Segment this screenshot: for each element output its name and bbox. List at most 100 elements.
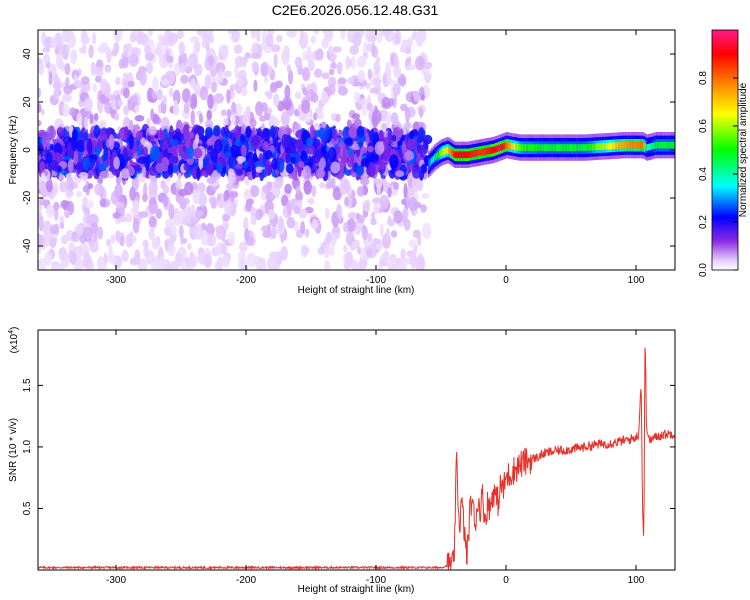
noise-cell	[393, 65, 402, 79]
noise-cell	[243, 160, 249, 169]
ridge-cell	[493, 146, 496, 154]
ridge-cell	[471, 150, 474, 158]
noise-cell	[314, 130, 322, 138]
noise-cell	[162, 95, 167, 105]
noise-cell	[343, 222, 349, 233]
ridge-cell	[524, 144, 527, 151]
ridge-cell	[560, 144, 563, 151]
colorbar-gradient	[711, 29, 739, 271]
noise-cell	[136, 32, 143, 45]
ridge-cell	[431, 157, 433, 165]
noise-cell	[231, 101, 237, 116]
noise-cell	[221, 45, 229, 58]
noise-cell	[271, 226, 277, 239]
noise-cell	[393, 210, 403, 224]
ridge-cell	[640, 141, 642, 149]
noise-cell	[39, 196, 45, 206]
noise-cell	[82, 185, 90, 193]
noise-cell	[54, 264, 62, 270]
noise-cell	[127, 80, 135, 88]
noise-cell	[173, 99, 178, 116]
noise-cell	[192, 188, 201, 205]
noise-cell	[206, 139, 213, 146]
noise-cell	[76, 139, 86, 152]
noise-cell	[392, 83, 401, 96]
noise-cell	[230, 91, 236, 99]
noise-cell	[74, 261, 84, 270]
ridge-cell	[644, 143, 647, 150]
ridge-cell	[442, 148, 444, 156]
ridge-cell	[467, 151, 469, 159]
noise-cell	[367, 68, 372, 80]
noise-cell	[356, 55, 367, 68]
snr-y-label: SNR (10 * v/v)	[8, 418, 19, 482]
noise-cell	[99, 119, 107, 129]
ridge-cell	[651, 143, 653, 150]
noise-cell	[51, 76, 60, 83]
noise-cell	[312, 149, 321, 164]
noise-cell	[71, 129, 78, 141]
noise-cell	[182, 145, 187, 152]
noise-cell	[385, 228, 390, 241]
ridge-cell	[584, 144, 586, 151]
noise-cell	[40, 172, 46, 182]
colorbar-ticks: 0.0 0.2 0.4 0.6 0.8	[698, 71, 738, 277]
noise-cell	[179, 62, 186, 74]
ridge-cell	[582, 144, 585, 151]
noise-cell	[261, 127, 271, 142]
ridge-cell	[499, 144, 502, 151]
noise-cell	[260, 62, 269, 77]
noise-cell	[365, 199, 371, 212]
noise-cell	[420, 33, 426, 41]
noise-cell	[90, 62, 97, 72]
noise-cell	[351, 259, 359, 270]
noise-cell	[321, 72, 330, 80]
ridge-cell	[479, 149, 482, 156]
noise-cell	[167, 163, 174, 175]
ridge-cell	[590, 143, 592, 151]
noise-cell	[352, 32, 362, 47]
noise-cell	[244, 52, 251, 59]
noise-cell	[277, 157, 285, 173]
noise-cell	[150, 108, 155, 121]
noise-cell	[356, 261, 365, 270]
ridge-cell	[487, 147, 489, 155]
ridge-cell	[443, 148, 446, 155]
noise-cell	[129, 119, 134, 133]
noise-cell	[75, 190, 83, 198]
noise-cell	[211, 82, 217, 93]
noise-cell	[181, 237, 188, 244]
noise-cell	[249, 118, 257, 128]
noise-cell	[137, 258, 148, 270]
noise-cell	[221, 135, 227, 147]
ridge-cell	[434, 154, 436, 161]
ridge-cell	[498, 144, 500, 152]
noise-cell	[124, 126, 129, 140]
noise-cell	[178, 188, 188, 197]
ridge-cell	[632, 141, 635, 149]
noise-cell	[54, 32, 63, 45]
noise-cell	[73, 150, 79, 165]
noise-cell	[306, 45, 312, 61]
noise-cell	[390, 52, 395, 66]
ridge-cell	[534, 144, 536, 151]
noise-cell	[45, 178, 53, 193]
noise-cell	[123, 43, 129, 55]
noise-cell	[407, 37, 414, 48]
noise-cell	[262, 141, 270, 151]
noise-cell	[423, 61, 433, 69]
noise-cell	[73, 245, 83, 255]
ridge-cell	[495, 145, 497, 153]
noise-cell	[208, 54, 214, 67]
noise-cell	[353, 91, 361, 104]
noise-cell	[328, 83, 336, 96]
noise-cell	[239, 258, 246, 270]
noise-cell	[162, 184, 170, 195]
noise-cell	[284, 84, 291, 100]
spectrogram-y-label: Frequency (Hz)	[8, 116, 19, 185]
noise-cell	[285, 153, 292, 163]
ridge-cell	[448, 147, 450, 154]
noise-cell	[38, 120, 42, 127]
ridge-cell	[579, 144, 581, 151]
noise-cell	[216, 230, 225, 240]
